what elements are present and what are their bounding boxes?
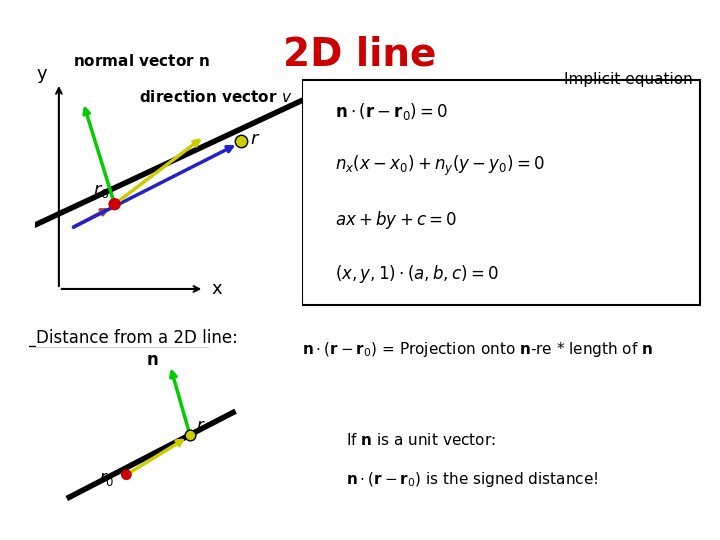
Text: $r_0$: $r_0$ (99, 470, 114, 488)
FancyBboxPatch shape (302, 80, 701, 306)
Text: $r$: $r$ (251, 130, 261, 147)
Text: normal vector $\mathbf{n}$: normal vector $\mathbf{n}$ (73, 53, 210, 69)
Text: $\mathbf{n}\cdot(\mathbf{r} - \mathbf{r}_0) = 0$: $\mathbf{n}\cdot(\mathbf{r} - \mathbf{r}… (336, 100, 449, 122)
Text: $\mathbf{n}\cdot(\mathbf{r} - \mathbf{r}_0)$ is the signed distance!: $\mathbf{n}\cdot(\mathbf{r} - \mathbf{r}… (346, 470, 598, 489)
Text: If $\mathbf{n}$ is a unit vector:: If $\mathbf{n}$ is a unit vector: (346, 432, 495, 448)
Text: x: x (212, 280, 222, 298)
Text: Distance from a 2D line:: Distance from a 2D line: (36, 329, 238, 347)
Text: $r$: $r$ (196, 417, 206, 435)
Text: $n_x(x - x_0) + n_y(y - y_0) = 0$: $n_x(x - x_0) + n_y(y - y_0) = 0$ (336, 153, 545, 178)
Point (109, 200, 120, 208)
Text: $r_0$: $r_0$ (93, 181, 109, 199)
Text: $\mathbf{n}$: $\mathbf{n}$ (146, 352, 158, 369)
Text: $\mathbf{n}\cdot(\mathbf{r} - \mathbf{r}_0)$ = Projection onto $\mathbf{n}$-re *: $\mathbf{n}\cdot(\mathbf{r} - \mathbf{r}… (302, 340, 654, 359)
Text: $ax + by + c = 0$: $ax + by + c = 0$ (336, 209, 457, 231)
Text: y: y (37, 65, 48, 83)
Text: $(x, y, 1) \cdot (a, b, c) = 0$: $(x, y, 1) \cdot (a, b, c) = 0$ (336, 264, 499, 285)
Text: 2D line: 2D line (283, 35, 437, 73)
Point (235, 137, 246, 145)
Point (121, 470, 132, 479)
Text: Implicit equation: Implicit equation (564, 72, 693, 87)
Point (184, 431, 196, 440)
Text: direction vector $v$: direction vector $v$ (139, 90, 292, 105)
